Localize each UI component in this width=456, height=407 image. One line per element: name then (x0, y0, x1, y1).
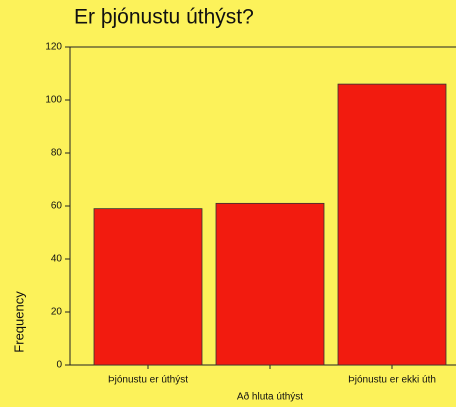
y-tick-label: 80 (51, 148, 63, 159)
chart-title: Er þjónustu úthýst? (74, 6, 254, 29)
y-tick-label: 60 (51, 201, 63, 212)
bar (215, 202, 325, 366)
y-tick-label: 20 (51, 307, 63, 318)
x-tick-label: Þjónustu er úthýst (108, 375, 188, 386)
y-tick-label: 120 (45, 42, 62, 53)
bar (337, 83, 447, 366)
bar (93, 208, 203, 366)
y-tick-label: 40 (51, 254, 63, 265)
y-tick-label: 0 (56, 360, 62, 371)
y-axis-label: Frequency (11, 291, 26, 353)
y-tick-label: 100 (45, 95, 62, 106)
x-tick-label: Þjónustu er ekki úth (348, 375, 436, 386)
x-tick-label: Að hluta úthýst (237, 391, 303, 403)
